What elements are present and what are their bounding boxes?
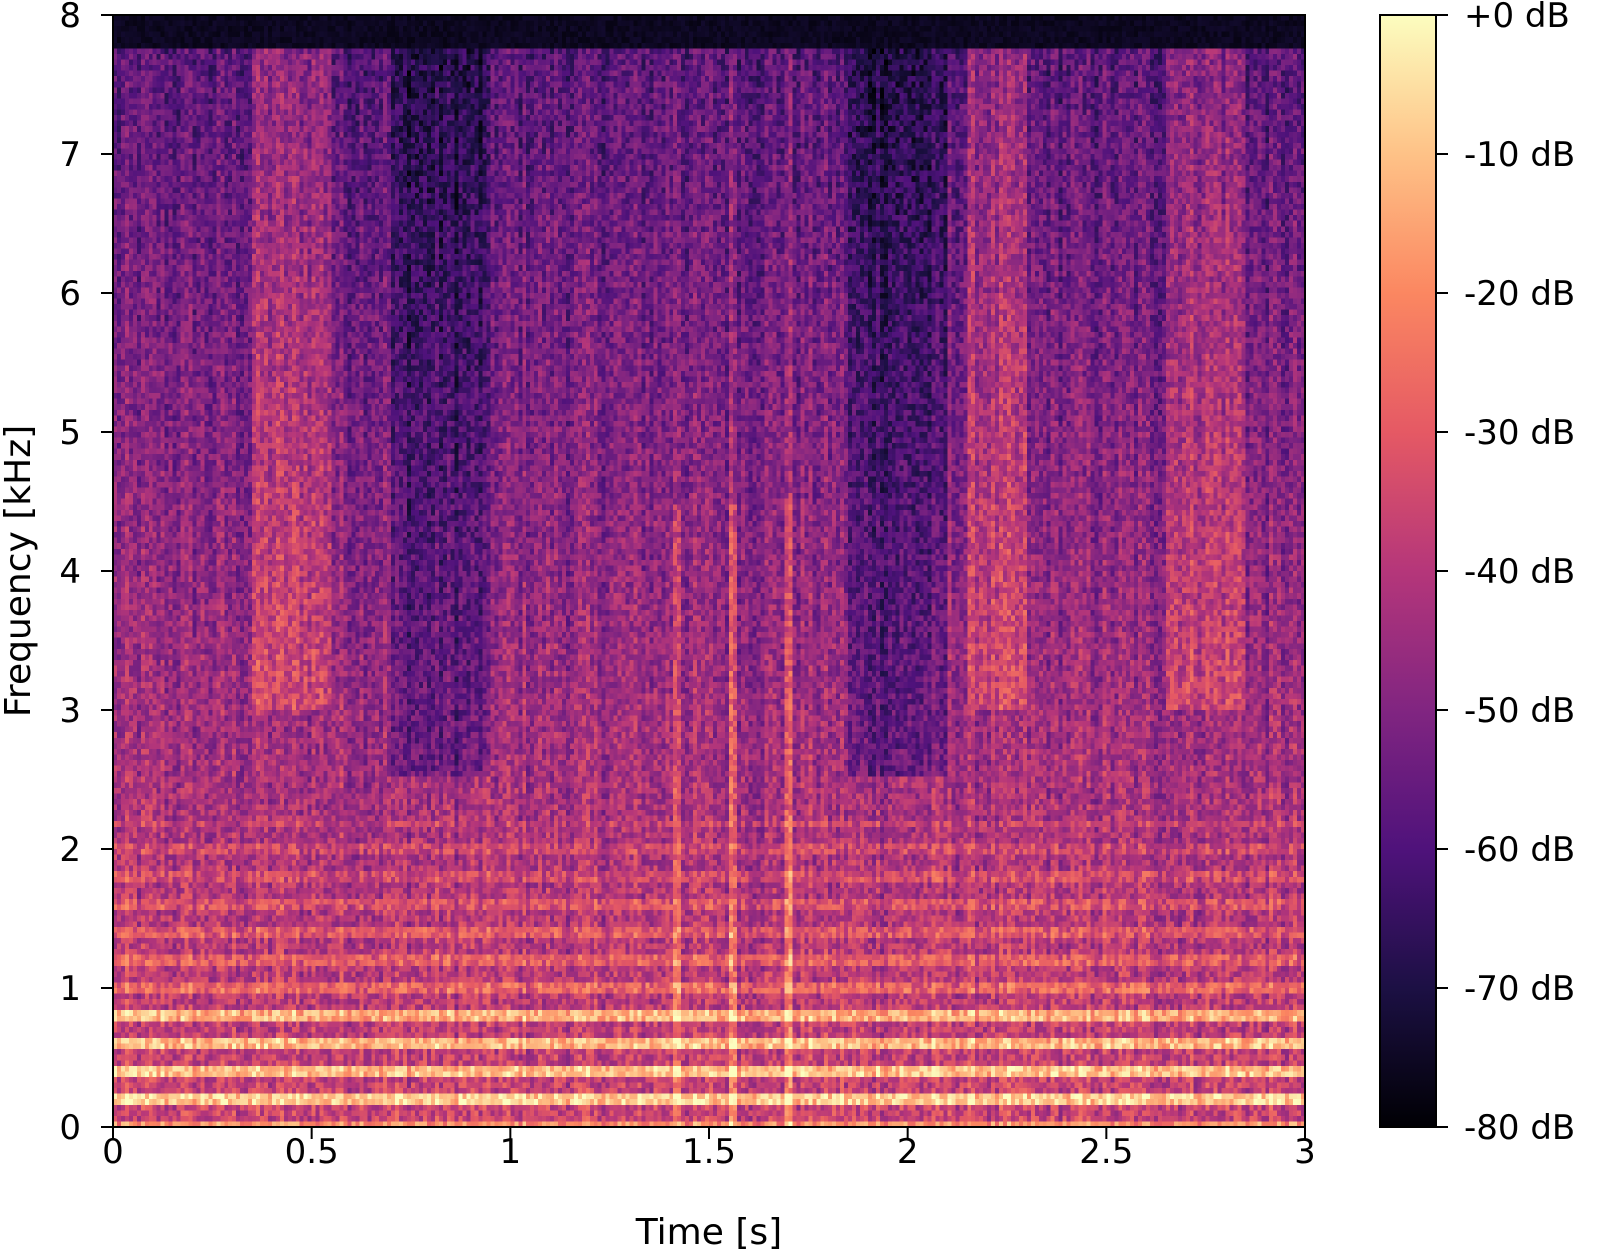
colorbar-tick-label: +0 dB: [1464, 0, 1570, 36]
y-tick-label: 3: [59, 691, 81, 731]
y-tick-label: 1: [59, 969, 81, 1009]
x-tick-label: 1.5: [682, 1132, 736, 1172]
colorbar-tick-label: -50 dB: [1464, 691, 1575, 731]
x-tick-label: 0: [102, 1132, 124, 1172]
colorbar-tick-label: -30 dB: [1464, 413, 1575, 453]
y-tick-label: 5: [59, 413, 81, 453]
y-axis: 0 1 2 3 4 5 6 7 8: [59, 0, 113, 1148]
colorbar-tick-label: -40 dB: [1464, 552, 1575, 592]
y-tick-label: 7: [59, 135, 81, 175]
colorbar-tick-label: -20 dB: [1464, 274, 1575, 314]
colorbar-tick-label: -70 dB: [1464, 969, 1575, 1009]
x-tick-label: 2: [897, 1132, 919, 1172]
y-tick-label: 8: [59, 0, 81, 36]
plot-area: [113, 15, 1305, 1127]
x-axis: 0 0.5 1 1.5 2 2.5 3: [102, 1127, 1316, 1172]
y-tick-label: 0: [59, 1108, 81, 1148]
colorbar: [1379, 14, 1437, 1128]
x-tick-label: 1: [500, 1132, 522, 1172]
x-tick-label: 2.5: [1079, 1132, 1133, 1172]
colorbar-tick-label: -10 dB: [1464, 135, 1575, 175]
y-tick-label: 6: [59, 274, 81, 314]
x-axis-label: Time [s]: [635, 1212, 782, 1250]
spectrogram-image: [113, 15, 1305, 1127]
colorbar-tick-label: -60 dB: [1464, 830, 1575, 870]
y-axis-label: Frequency [kHz]: [0, 425, 39, 717]
x-tick-label: 3: [1294, 1132, 1316, 1172]
colorbar-axis: +0 dB -10 dB -20 dB -30 dB -40 dB -50 dB -60 d…: [1436, 0, 1575, 1148]
y-tick-label: 4: [59, 552, 81, 592]
x-tick-label: 0.5: [285, 1132, 339, 1172]
y-tick-label: 2: [59, 830, 81, 870]
colorbar-tick-label: -80 dB: [1464, 1108, 1575, 1148]
